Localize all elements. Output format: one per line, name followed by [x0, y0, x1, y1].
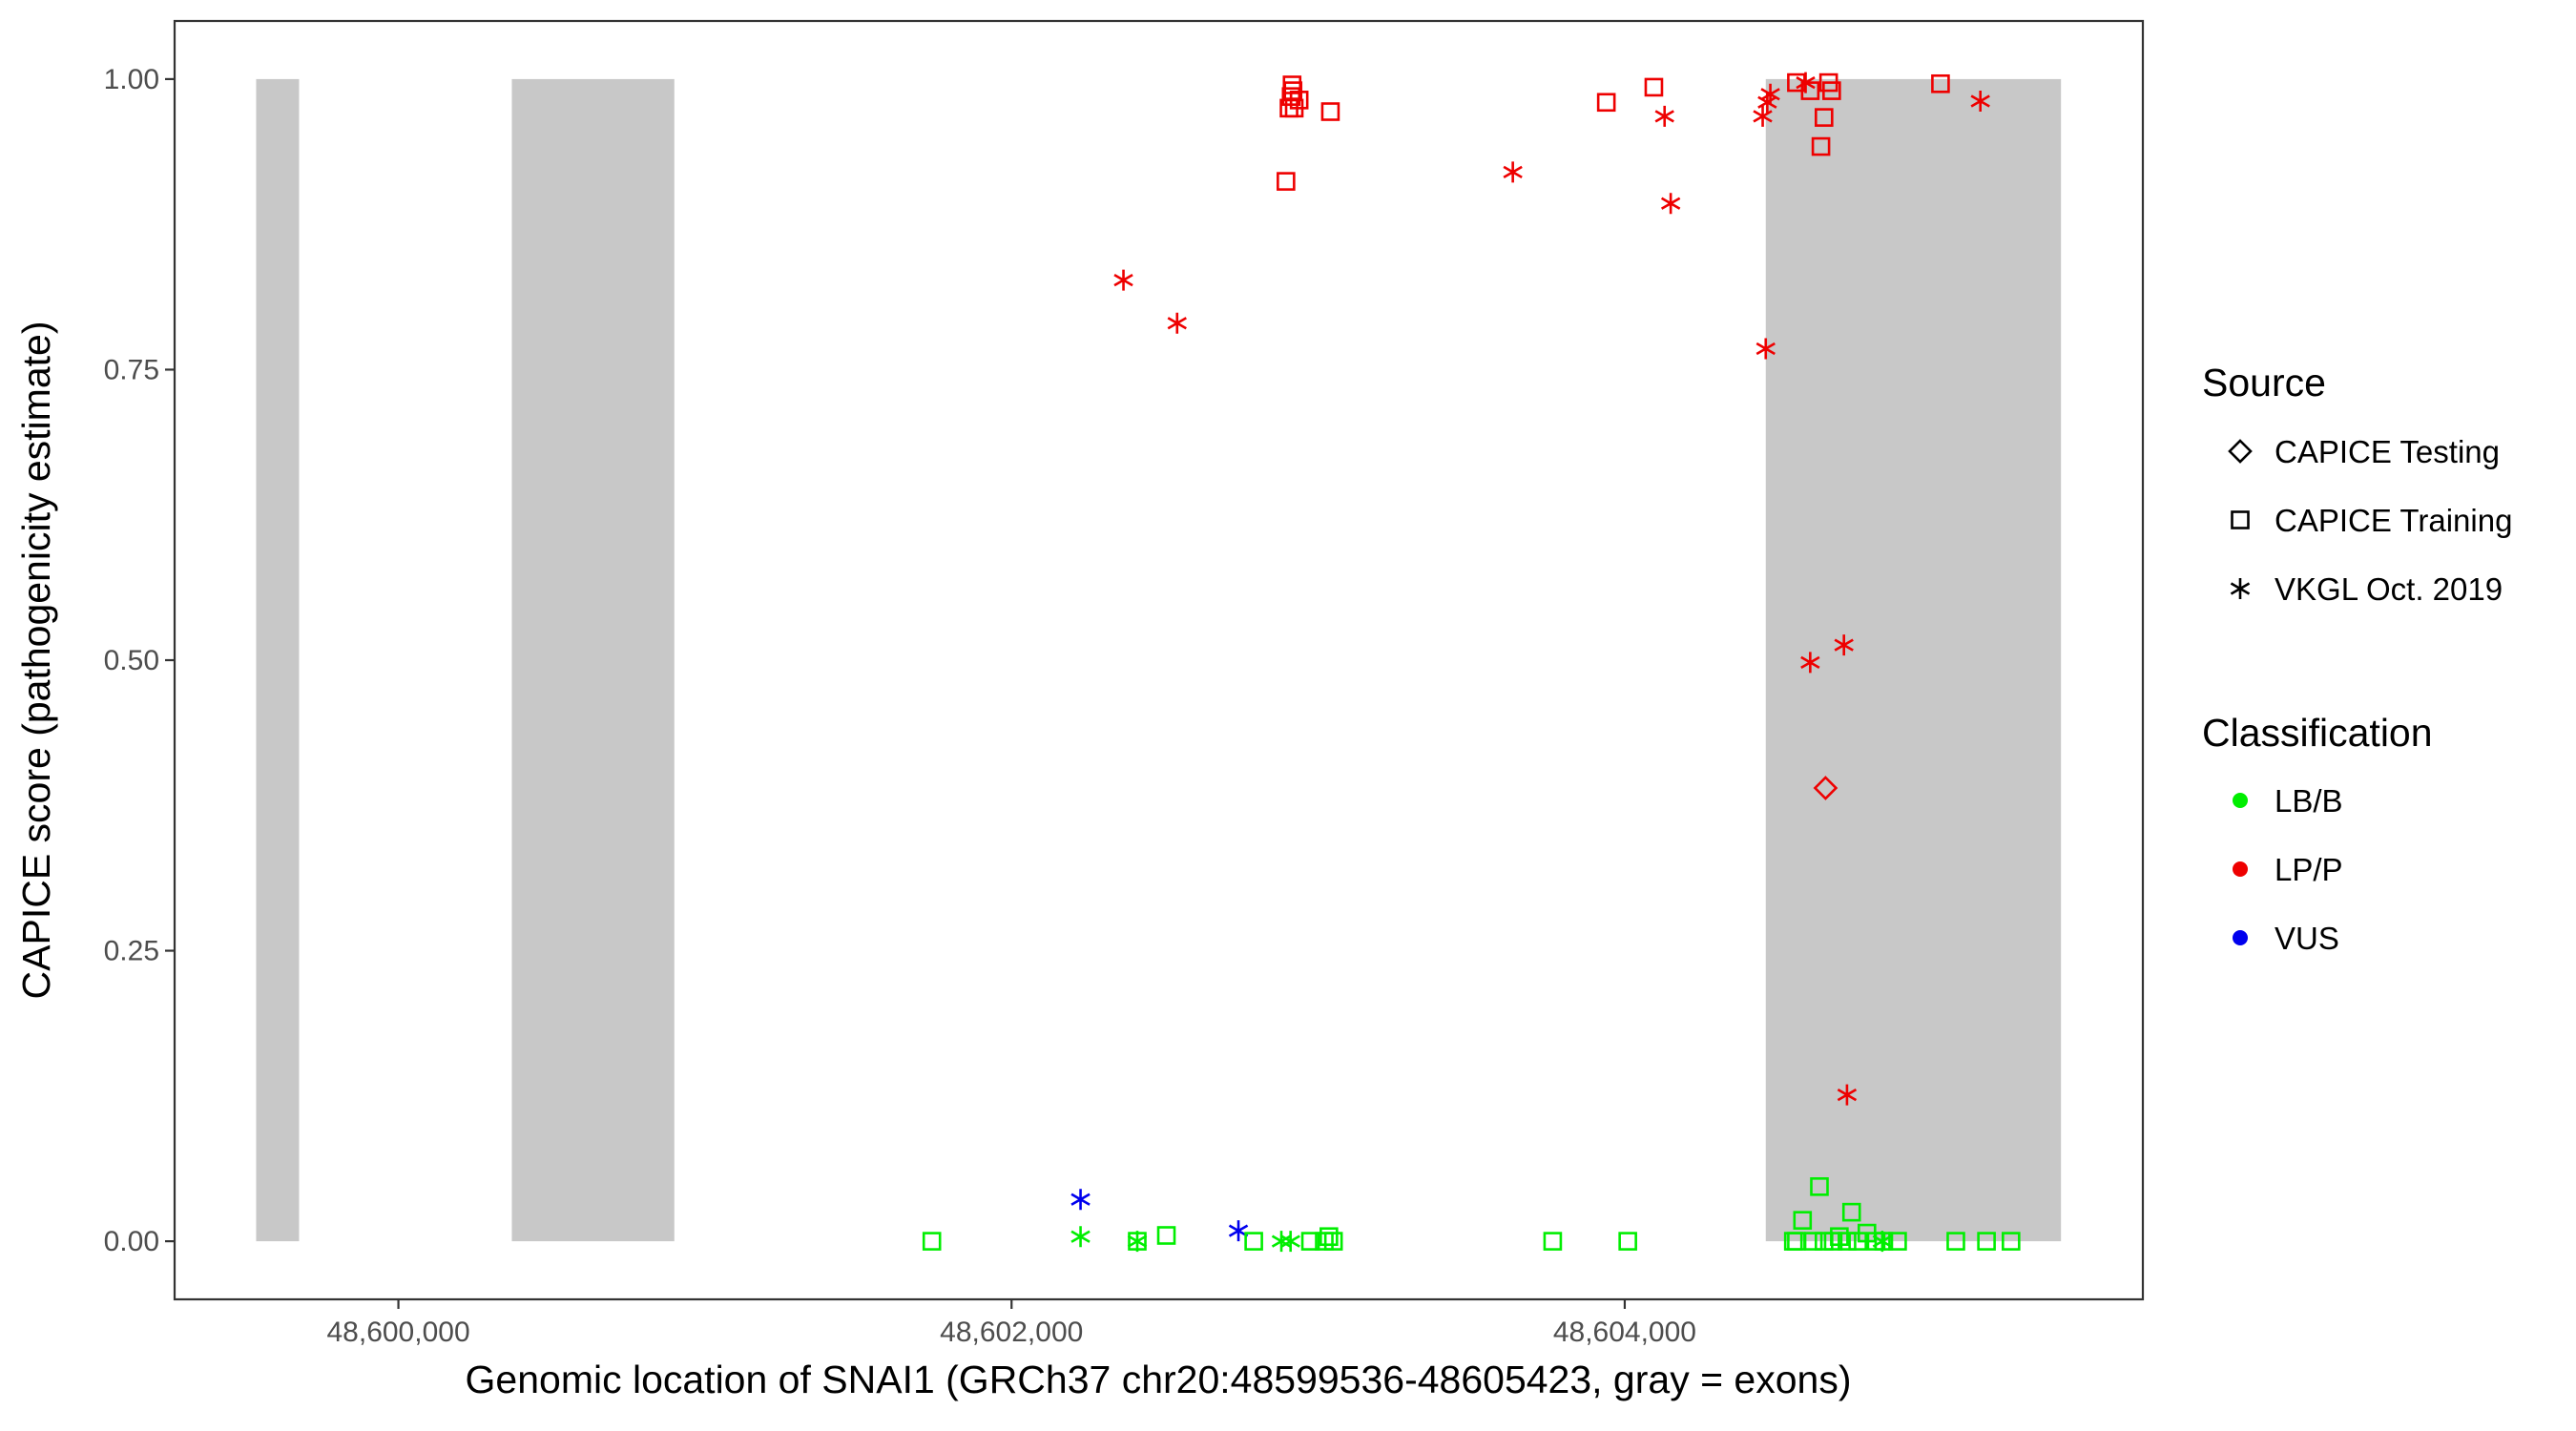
data-point-vkgl-19	[1167, 312, 1187, 334]
legend-classification-keys	[2233, 793, 2248, 945]
legend-key-training-icon	[2231, 510, 2250, 529]
data-point-training-58	[1874, 1232, 1894, 1251]
legend-label-lb-b: LB/B	[2275, 783, 2343, 819]
legend-label-vus: VUS	[2275, 921, 2339, 956]
x-tick-label: 48,600,000	[326, 1317, 469, 1348]
data-point-vkgl-21	[1654, 105, 1674, 127]
y-tick-label: 0.00	[104, 1226, 159, 1257]
data-point-training-47	[1793, 1211, 1813, 1230]
data-point-training-38	[1244, 1232, 1263, 1251]
data-point-training-13	[1811, 136, 1831, 156]
y-tick-label: 0.50	[104, 645, 159, 676]
y-tick-label: 0.25	[104, 936, 159, 967]
data-point-vkgl-20	[1503, 161, 1523, 183]
data-point-training-49	[1810, 1177, 1829, 1196]
data-point-training-12	[1800, 81, 1820, 100]
legend-key-class-1-icon	[2233, 793, 2248, 808]
data-point-vkgl-30	[1837, 1084, 1858, 1106]
data-point-training-59	[1888, 1232, 1907, 1251]
data-point-vkgl-63	[1070, 1226, 1091, 1248]
data-point-training-43	[1543, 1232, 1563, 1251]
data-point-vkgl-67	[1872, 1231, 1893, 1253]
y-tick-label: 0.75	[104, 354, 159, 385]
data-point-vkgl-23	[1753, 105, 1773, 127]
data-point-training-14	[1815, 108, 1834, 127]
data-point-training-17	[1931, 73, 1950, 93]
legend-label-capice-training: CAPICE Training	[2275, 503, 2512, 538]
data-point-vkgl-25	[1760, 83, 1780, 105]
data-point-vkgl-33	[1070, 1189, 1091, 1211]
data-point-training-60	[1946, 1232, 1965, 1251]
exon-region-2	[511, 78, 675, 1242]
data-point-training-39	[1300, 1232, 1320, 1251]
data-point-testing-32	[1813, 776, 1839, 800]
data-point-training-51	[1823, 1232, 1843, 1251]
data-point-vkgl-31	[1970, 91, 1990, 113]
data-point-training-9	[1596, 93, 1616, 113]
x-tick-label: 48,604,000	[1553, 1317, 1696, 1348]
data-point-vkgl-64	[1127, 1231, 1148, 1253]
exon-region-1	[256, 78, 300, 1242]
legend-classification-title: Classification	[2202, 711, 2433, 755]
data-point-vkgl-29	[1834, 634, 1854, 656]
legend-source-title: Source	[2202, 361, 2326, 404]
data-point-training-16	[1822, 81, 1841, 100]
legend-label-capice-testing: CAPICE Testing	[2275, 434, 2500, 469]
data-point-vkgl-26	[1755, 338, 1776, 360]
axis-layer: 0.00 0.25 0.50 0.75 1.00 48,600,000 48,602,000…	[104, 64, 1696, 1348]
legend-label-vkgl: VKGL Oct. 2019	[2275, 571, 2503, 607]
legend-key-vkgl-icon	[2230, 578, 2251, 599]
data-point-training-54	[1841, 1202, 1861, 1222]
data-point-training-62	[2002, 1232, 2021, 1251]
data-point-training-7	[1289, 91, 1309, 110]
legend-key-class-3-icon	[2233, 930, 2248, 945]
legend-key-class-2-icon	[2233, 861, 2248, 877]
data-point-training-44	[1618, 1232, 1637, 1251]
data-point-vkgl-28	[1800, 652, 1820, 674]
data-point-training-8	[1320, 102, 1340, 121]
x-tick-label: 48,602,000	[940, 1317, 1083, 1348]
legend-classification: Classification LB/B LP/P VUS	[2202, 711, 2433, 956]
data-point-training-10	[1644, 77, 1664, 97]
data-point-vkgl-22	[1660, 193, 1681, 215]
data-point-training-53	[1838, 1232, 1857, 1251]
legend-source: Source CAPICE Testing CAPICE Training VK…	[2202, 361, 2512, 607]
legend-key-testing-icon	[2228, 439, 2253, 464]
point-layer	[922, 72, 2021, 1253]
data-point-training-35	[922, 1232, 942, 1251]
data-point-training-42	[1323, 1232, 1343, 1251]
data-point-training-61	[1977, 1232, 1996, 1251]
y-tick-label: 1.00	[104, 64, 159, 95]
data-point-training-37	[1156, 1226, 1176, 1245]
data-point-vkgl-65	[1271, 1231, 1292, 1253]
data-point-training-1	[1277, 172, 1296, 191]
legend-label-lp-p: LP/P	[2275, 852, 2343, 887]
x-axis-title: Genomic location of SNAI1 (GRCh37 chr20:…	[466, 1358, 1852, 1401]
data-point-vkgl-18	[1113, 269, 1133, 291]
data-point-training-48	[1803, 1232, 1823, 1251]
data-point-vkgl-66	[1280, 1231, 1300, 1253]
data-point-vkgl-27	[1796, 72, 1816, 93]
data-point-training-41	[1319, 1227, 1339, 1247]
y-axis-title: CAPICE score (pathogenicity estimate)	[14, 321, 58, 1000]
legend-source-keys	[2228, 439, 2253, 599]
